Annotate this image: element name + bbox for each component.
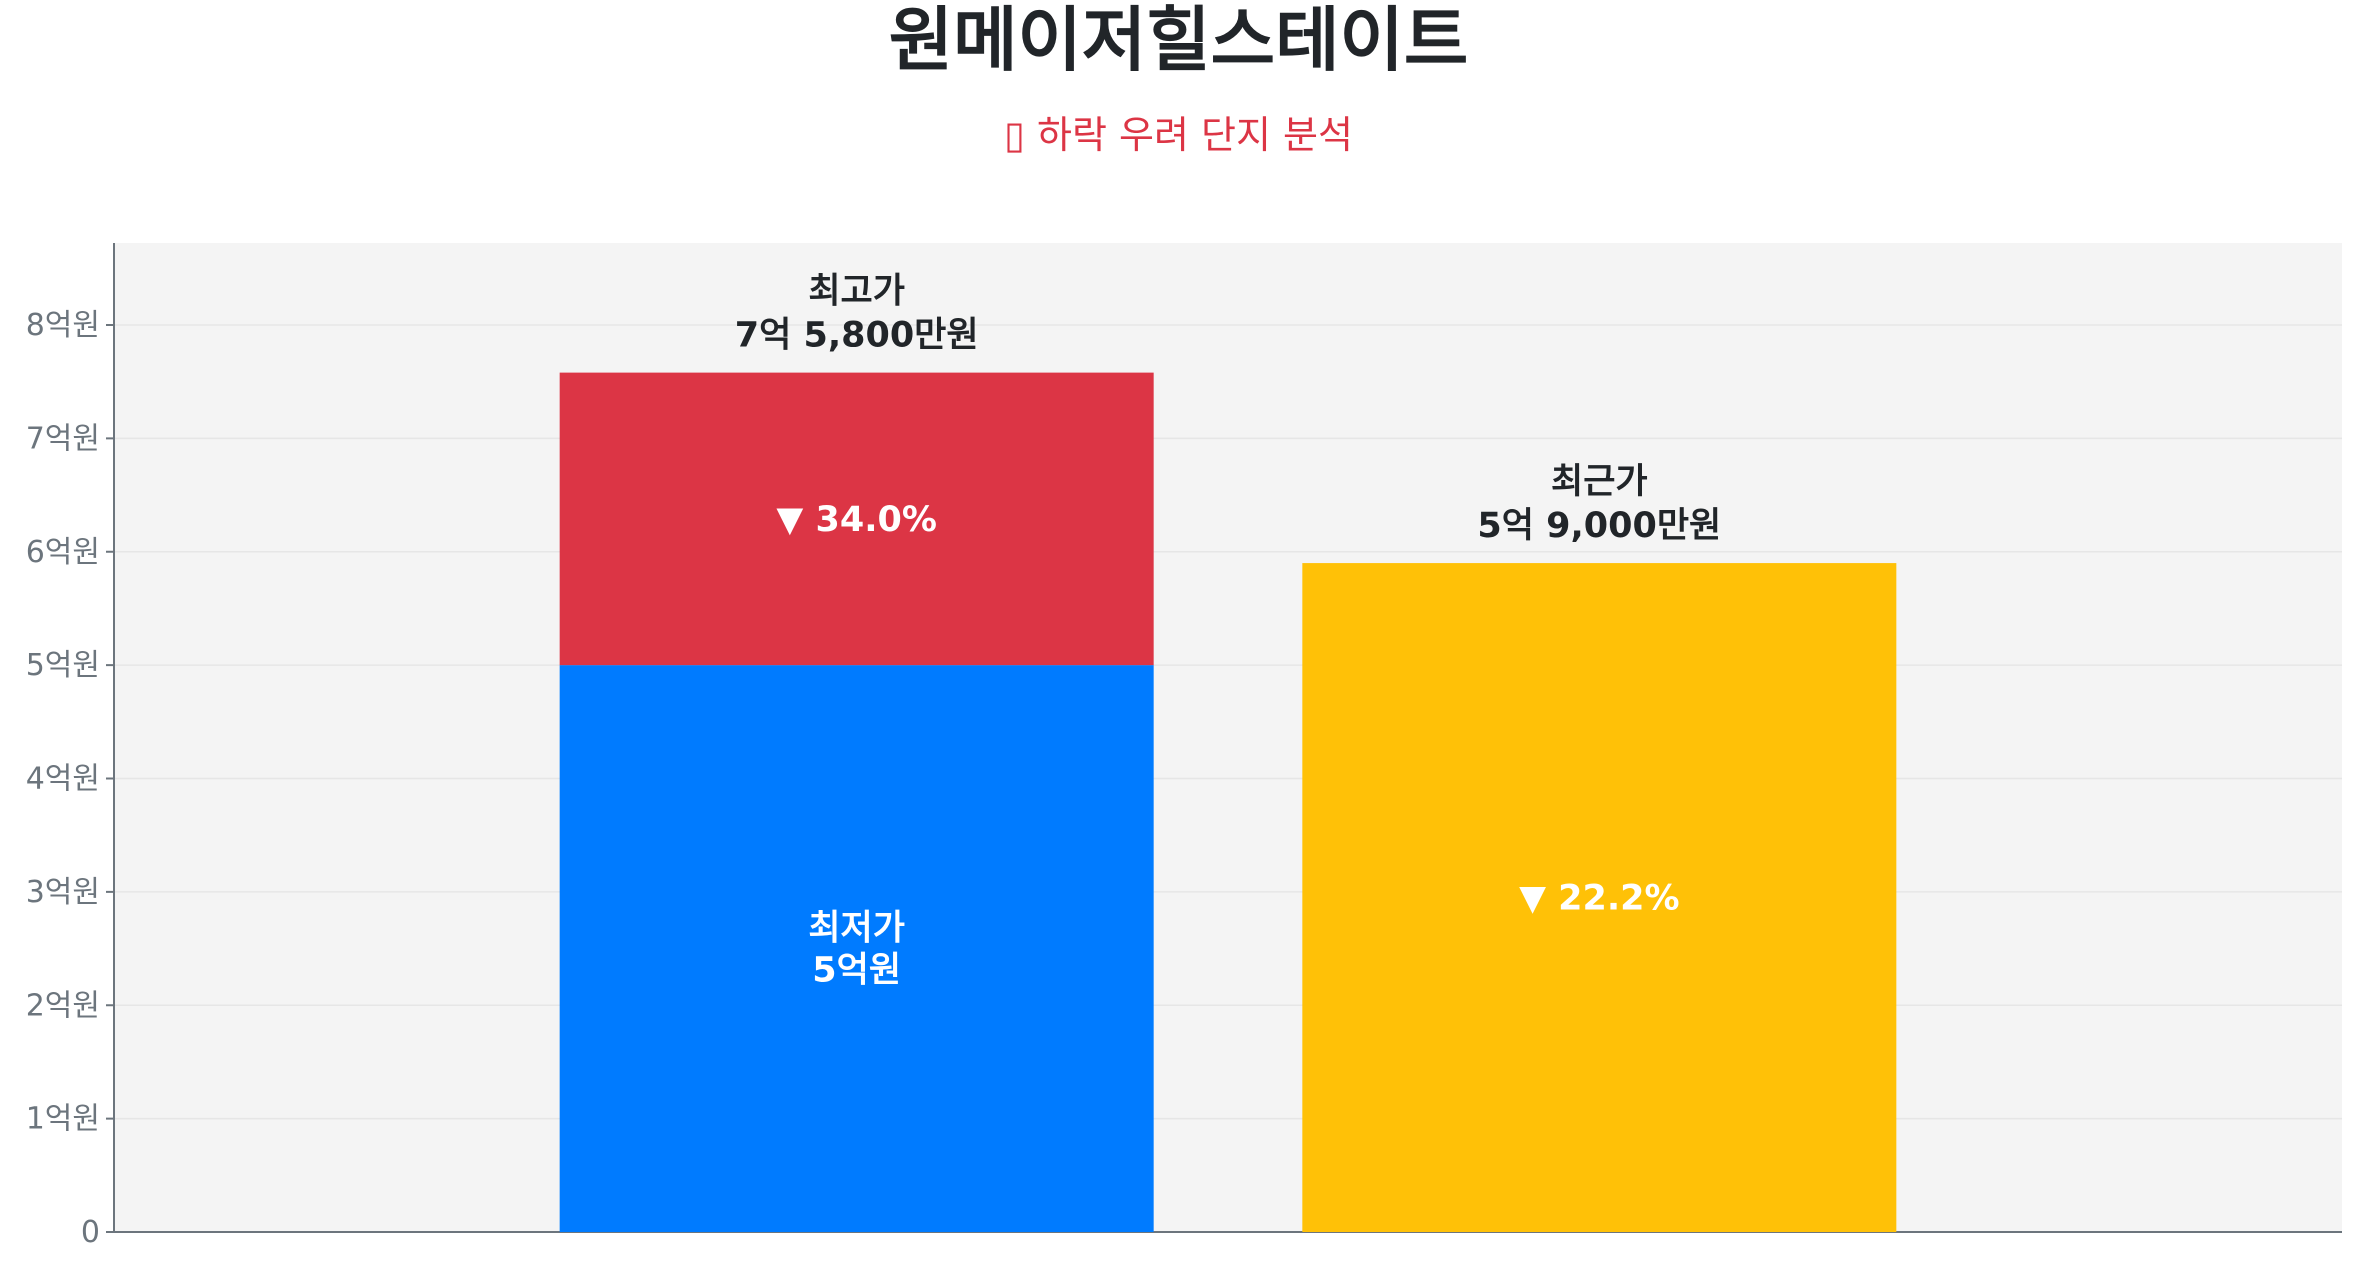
y-tick-label: 5억원 xyxy=(26,648,100,683)
y-tick-label: 6억원 xyxy=(26,535,100,570)
bar-top-label: 최고가 xyxy=(808,272,905,312)
plot-area xyxy=(114,243,2342,1232)
bar-top-label: 7억 5,800만원 xyxy=(735,316,979,356)
bar-segment-최고가 xyxy=(559,372,1154,666)
bar-segment-최저가 xyxy=(559,665,1154,1232)
y-tick-label: 7억원 xyxy=(26,421,100,456)
y-tick-label: 8억원 xyxy=(26,308,100,343)
chart-subtitle: ▯ 하락 우려 단지 분석 xyxy=(1004,113,1353,157)
chart-title: 원메이저힐스테이트 xyxy=(888,0,1469,81)
data-label: ▼ 34.0% xyxy=(776,500,937,540)
y-tick-label: 3억원 xyxy=(26,875,100,910)
data-label: 5억원 xyxy=(812,951,901,991)
y-tick-label: 4억원 xyxy=(26,762,100,797)
data-label: 최저가 xyxy=(808,909,905,949)
data-label: ▼ 22.2% xyxy=(1519,879,1680,919)
bar-top-label: 최근가 xyxy=(1551,462,1648,502)
bar-top-label: 5억 9,000만원 xyxy=(1477,506,1721,546)
y-tick-label: 1억원 xyxy=(26,1102,100,1137)
y-tick-label: 2억원 xyxy=(26,988,100,1023)
y-tick-label: 0 xyxy=(81,1215,100,1250)
bar-segment-최근가 xyxy=(1302,563,1897,1232)
